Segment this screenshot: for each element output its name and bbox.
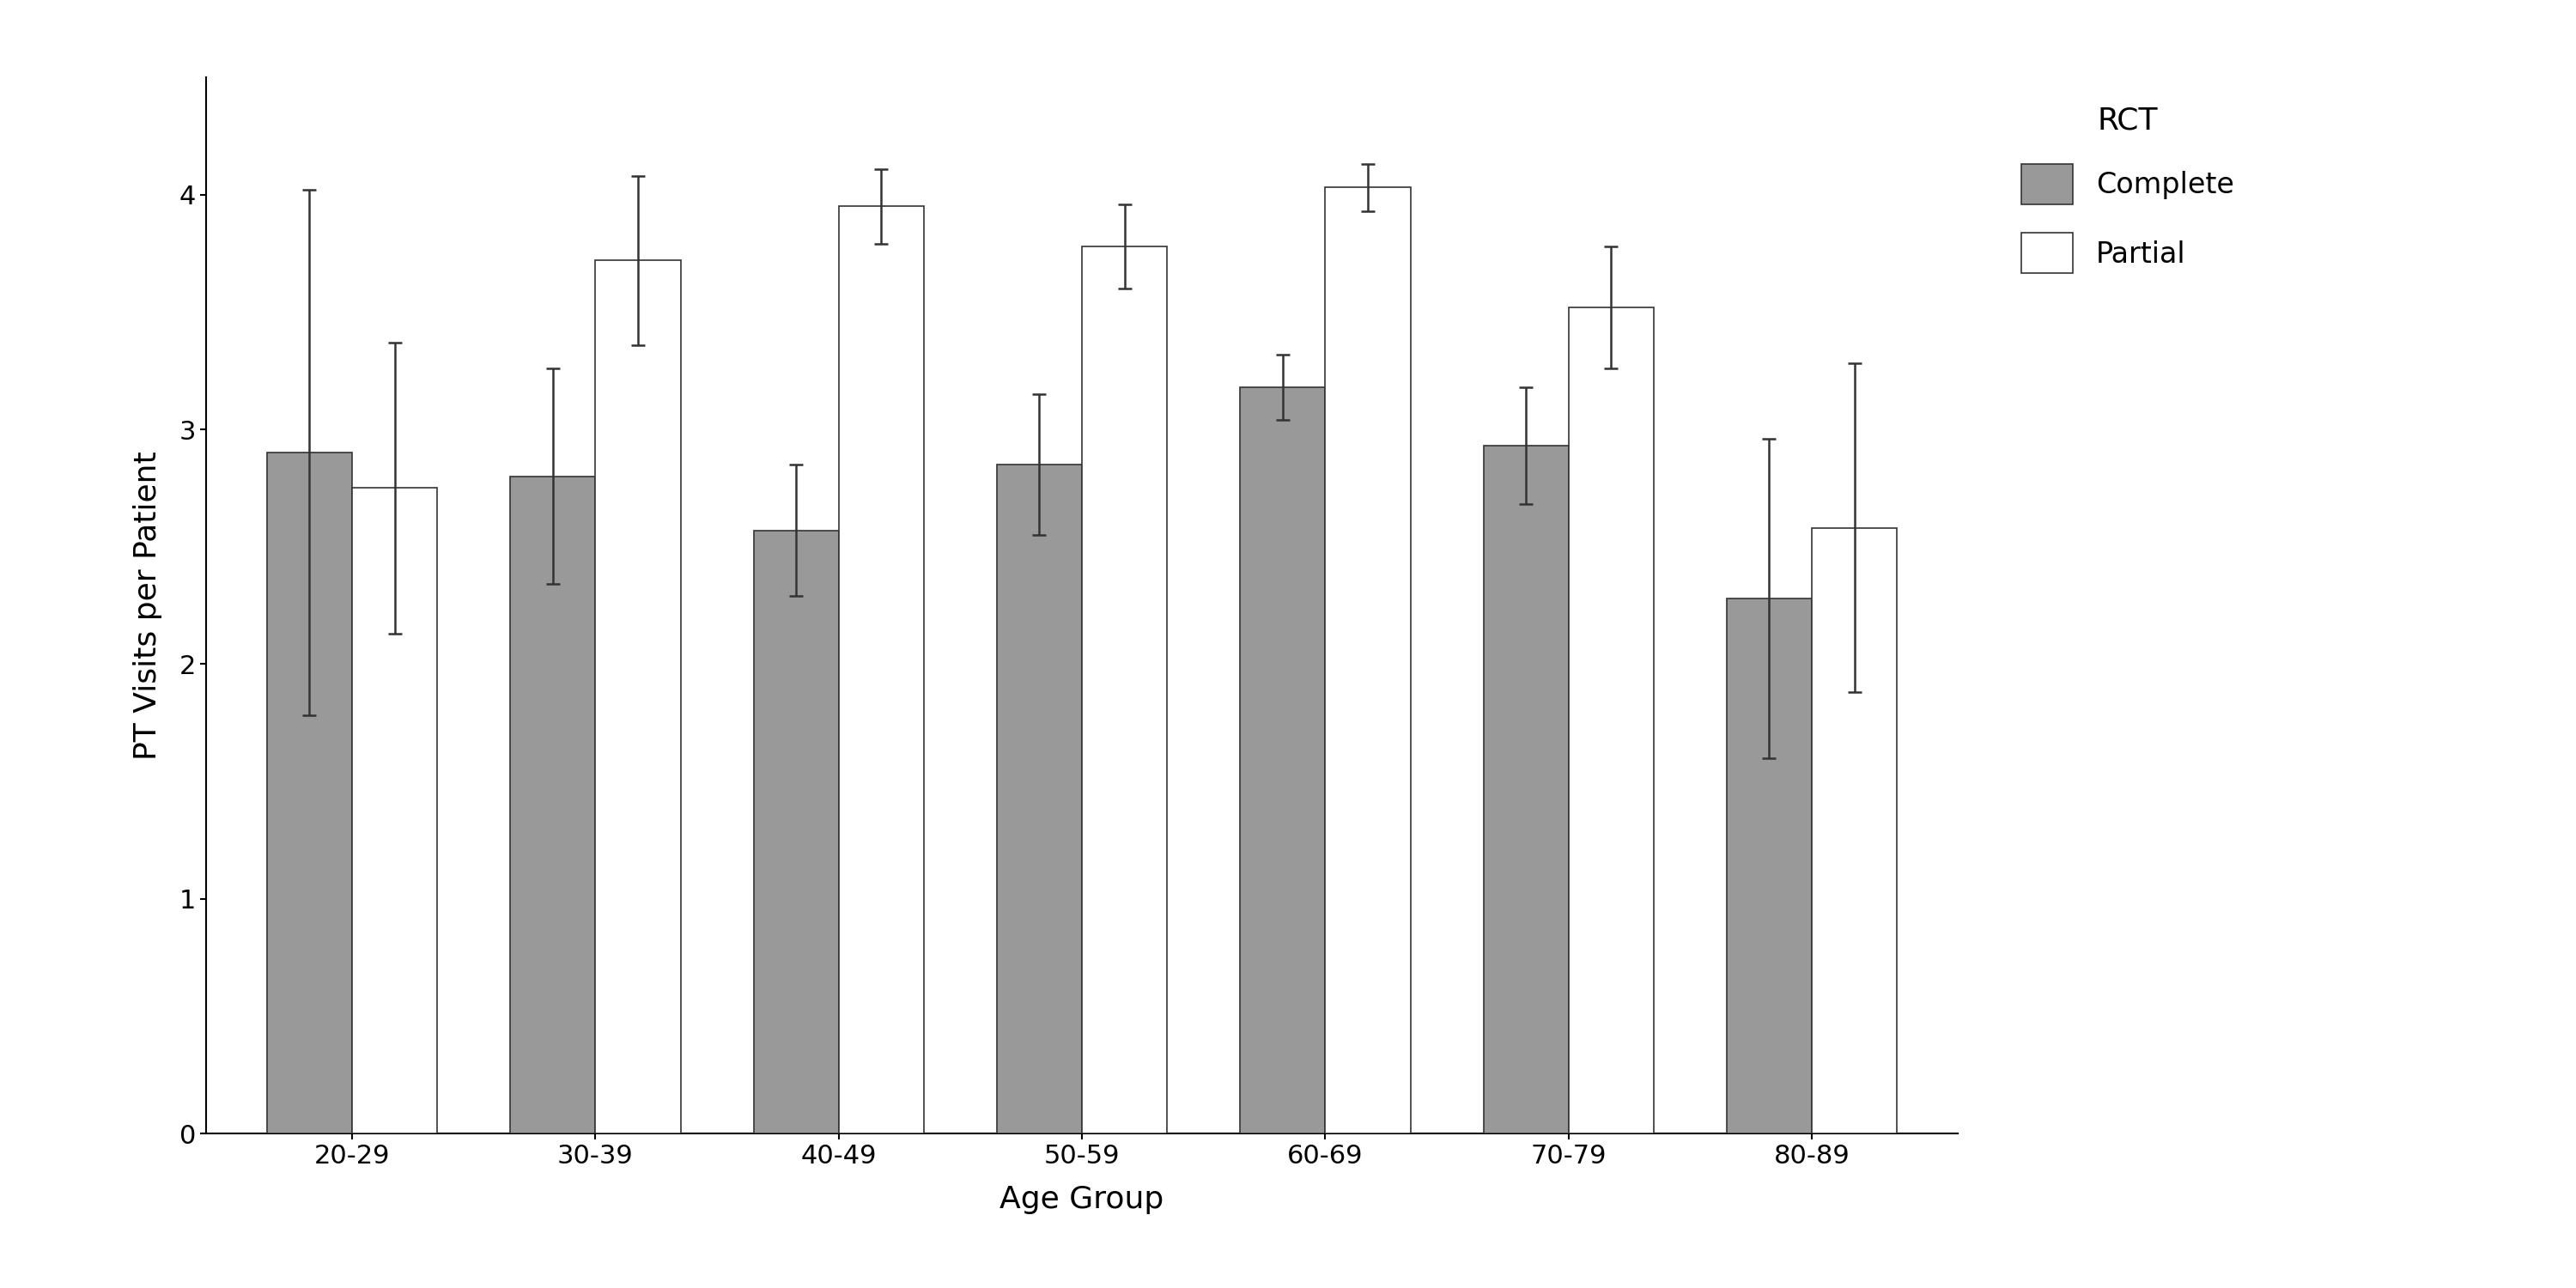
Bar	[510, 477, 595, 1133]
Bar	[595, 260, 680, 1133]
Bar	[1726, 599, 1811, 1133]
Bar	[1569, 308, 1654, 1133]
Legend: Complete, Partial: Complete, Partial	[2007, 91, 2249, 287]
Bar	[1082, 246, 1167, 1133]
X-axis label: Age Group: Age Group	[999, 1185, 1164, 1215]
Bar	[1239, 388, 1324, 1133]
Bar	[997, 465, 1082, 1133]
Bar	[752, 531, 840, 1133]
Bar	[1324, 188, 1412, 1133]
Bar	[1484, 446, 1569, 1133]
Bar	[840, 206, 925, 1133]
Bar	[268, 453, 353, 1133]
Bar	[353, 488, 438, 1133]
Y-axis label: PT Visits per Patient: PT Visits per Patient	[134, 451, 162, 760]
Bar	[1811, 528, 1896, 1133]
